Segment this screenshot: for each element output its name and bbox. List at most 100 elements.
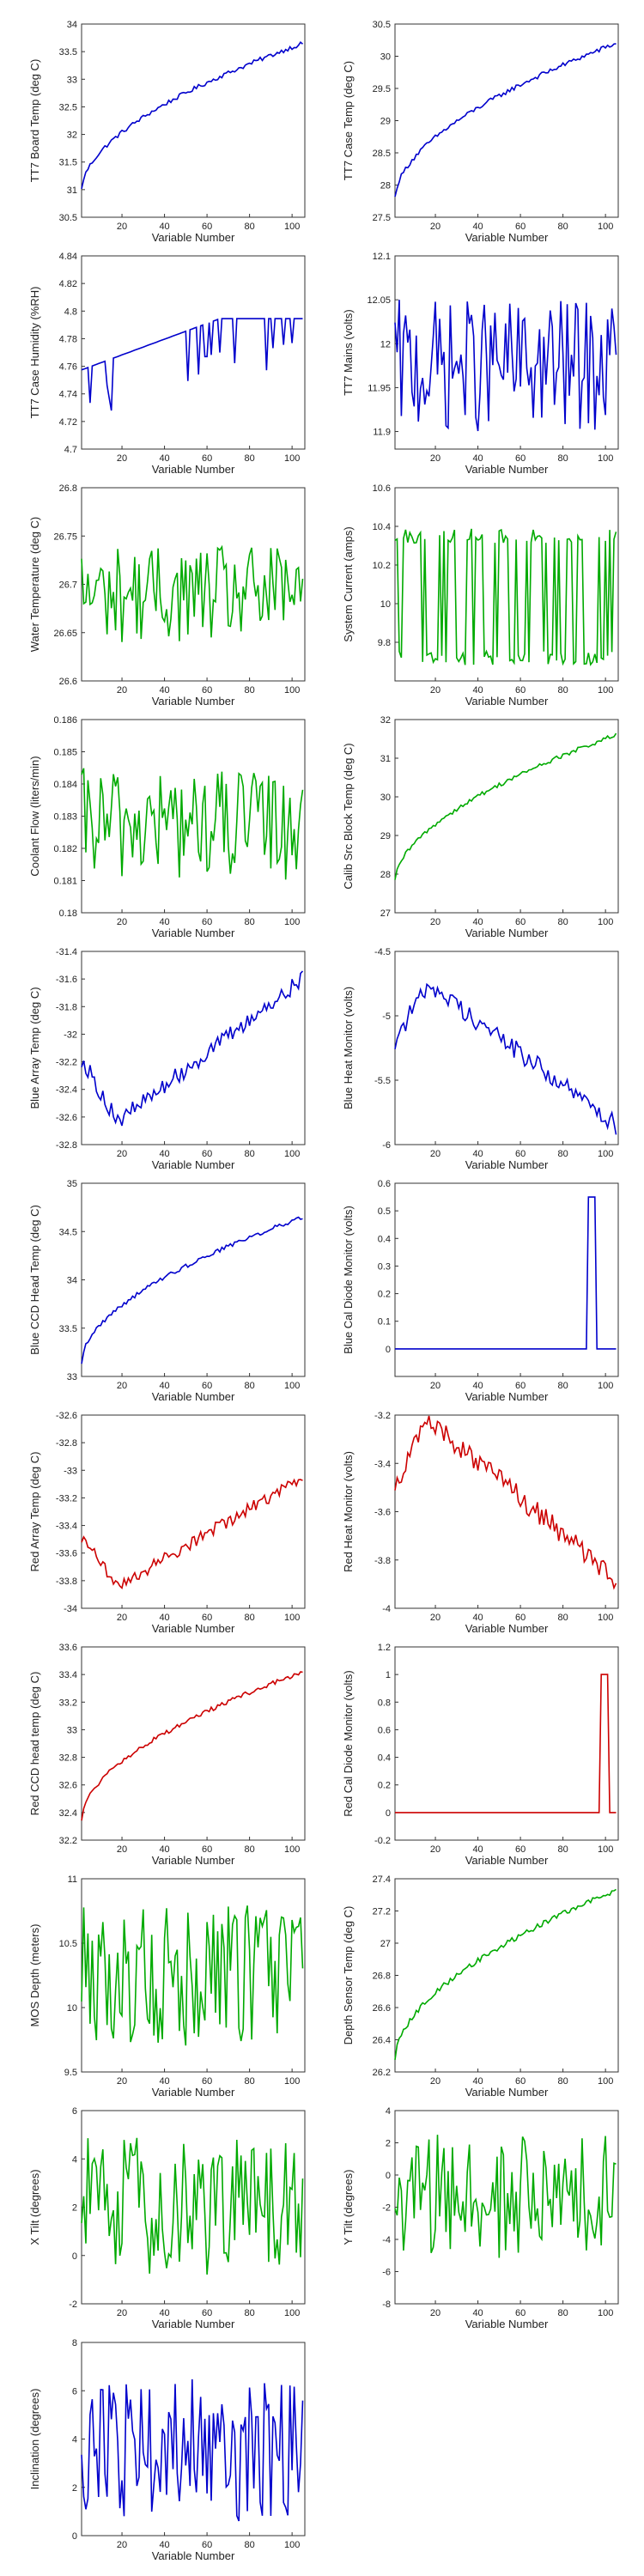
x-tick-label: 20	[117, 1844, 127, 1855]
y-tick-label: 10	[380, 599, 391, 610]
chart-panel: 20 40 60 80 100 9.8 10 10.2 10.4 10.6 Variable Num…	[342, 483, 619, 708]
y-tick-label: 10.5	[59, 1939, 77, 1949]
series-line	[81, 768, 304, 880]
y-tick-label: 0	[386, 1345, 391, 1355]
y-tick-label: 0.185	[53, 748, 77, 758]
x-tick-label: 60	[515, 2308, 526, 2318]
x-tick-label: 100	[598, 1613, 613, 1623]
chart-panel: 20 40 60 80 100 26.6 26.65 26.7 26.75 26.8 Variabl…	[28, 483, 306, 708]
y-tick-label: 1	[386, 1670, 391, 1680]
x-tick-label: 60	[202, 1381, 212, 1391]
chart-panel: 20 40 60 80 100 0.18 0.181 0.182 0.183 0.184 0.185…	[28, 715, 306, 939]
y-axis-label: X Tilt (degrees)	[28, 2169, 41, 2245]
y-tick-label: 33	[67, 1372, 77, 1382]
x-axis-label: Variable Number	[465, 2086, 549, 2099]
x-axis-label: Variable Number	[465, 695, 549, 708]
y-tick-label: -33	[64, 1466, 77, 1476]
plot-frame	[394, 1646, 619, 1841]
y-tick-label: 33	[67, 1725, 77, 1735]
x-tick-label: 20	[430, 917, 440, 927]
y-axis-label: Coolant Flow (liters/min)	[28, 756, 41, 876]
x-tick-label: 100	[598, 1381, 613, 1391]
y-tick-label: 30.5	[59, 213, 77, 223]
chart-panel: 20 40 60 80 100 9.5 10 10.5 11 Variable Number MOS…	[28, 1874, 306, 2099]
y-tick-label: 28	[380, 870, 391, 880]
x-axis-label: Variable Number	[152, 231, 235, 244]
y-tick-label: 34	[67, 1276, 77, 1286]
x-tick-label: 40	[159, 2308, 169, 2318]
y-tick-label: 0.3	[378, 1261, 391, 1272]
x-tick-label: 60	[202, 1844, 212, 1855]
plot-frame	[394, 1182, 619, 1377]
y-tick-label: 26.8	[373, 1971, 391, 1982]
y-tick-label: 0.18	[59, 908, 77, 919]
y-tick-label: 33.6	[59, 1643, 77, 1653]
x-tick-label: 40	[159, 453, 169, 464]
y-tick-label: -2	[382, 2203, 391, 2214]
series-line	[394, 732, 617, 880]
x-tick-label: 80	[557, 2308, 568, 2318]
y-tick-label: 32	[67, 131, 77, 141]
x-tick-label: 80	[244, 1844, 254, 1855]
chart-panel: 20 40 60 80 100 -0.2 0 0.2 0.4 0.6 0.8 1 1.2 Variable…	[342, 1643, 619, 1867]
y-tick-label: 26.6	[59, 677, 77, 687]
y-tick-label: 6	[72, 2106, 77, 2117]
series-line	[81, 318, 303, 411]
y-tick-label: 33	[67, 75, 77, 85]
x-tick-label: 100	[598, 453, 613, 464]
x-tick-label: 80	[557, 1844, 568, 1855]
x-tick-label: 60	[515, 1381, 526, 1391]
x-tick-label: 100	[598, 2308, 613, 2318]
x-axis-label: Variable Number	[465, 231, 549, 244]
series-line	[81, 2137, 304, 2275]
y-tick-label: -32	[64, 1030, 77, 1040]
x-tick-label: 100	[284, 2308, 300, 2318]
x-axis-label: Variable Number	[152, 1390, 235, 1403]
y-tick-label: 0.2	[378, 1781, 391, 1791]
x-tick-label: 100	[284, 453, 300, 464]
x-tick-label: 80	[557, 917, 568, 927]
x-tick-label: 80	[557, 685, 568, 696]
y-tick-label: 4.84	[59, 252, 77, 262]
y-tick-label: 2	[72, 2483, 77, 2494]
x-tick-label: 100	[598, 685, 613, 696]
x-axis-label: Variable Number	[152, 927, 235, 939]
y-tick-label: 11.9	[373, 428, 391, 438]
x-tick-label: 60	[515, 2076, 526, 2087]
series-line	[81, 1216, 303, 1364]
x-tick-label: 60	[202, 2076, 212, 2087]
chart-panel: 20 40 60 80 100 -34 -33.8 -33.6 -33.4 -33.2 -33 -32…	[28, 1411, 306, 1635]
x-tick-label: 40	[472, 1613, 483, 1623]
x-tick-label: 80	[244, 685, 254, 696]
y-axis-label: Red CCD head temp (deg C)	[28, 1672, 41, 1816]
x-axis-label: Variable Number	[152, 463, 235, 476]
y-tick-label: 10.6	[373, 483, 391, 494]
y-tick-label: -32.2	[56, 1058, 77, 1068]
x-tick-label: 60	[202, 2308, 212, 2318]
chart-panel: 20 40 60 80 100 -6 -5.5 -5 -4.5 Variable Number Bl…	[342, 947, 619, 1171]
y-tick-label: 33.5	[59, 47, 77, 58]
chart-panel: 20 40 60 80 100 27 28 29 30 31 32 Variable Number Ca…	[342, 715, 619, 939]
y-tick-label: 4.72	[59, 417, 77, 428]
x-tick-label: 60	[515, 453, 526, 464]
plot-frame	[81, 23, 306, 218]
y-tick-label: 4.82	[59, 279, 77, 289]
series-line	[81, 1671, 303, 1821]
x-tick-label: 80	[557, 1381, 568, 1391]
y-tick-label: -5	[382, 1012, 391, 1022]
y-axis-label: Calib Src Block Temp (deg C)	[342, 743, 355, 889]
plot-frame	[81, 1646, 306, 1841]
x-tick-label: 80	[557, 453, 568, 464]
series-line	[81, 41, 303, 189]
y-tick-label: 32	[380, 715, 391, 726]
y-tick-label: 33.2	[59, 1698, 77, 1708]
y-tick-label: 32.8	[59, 1753, 77, 1764]
x-tick-label: 60	[515, 1149, 526, 1159]
y-tick-label: -32.4	[56, 1085, 77, 1096]
x-tick-label: 40	[472, 222, 483, 232]
y-tick-label: 26.6	[373, 2003, 391, 2014]
plot-frame	[394, 487, 619, 682]
x-tick-label: 40	[472, 917, 483, 927]
x-tick-label: 40	[472, 2308, 483, 2318]
y-tick-label: 0.4	[378, 1753, 391, 1764]
